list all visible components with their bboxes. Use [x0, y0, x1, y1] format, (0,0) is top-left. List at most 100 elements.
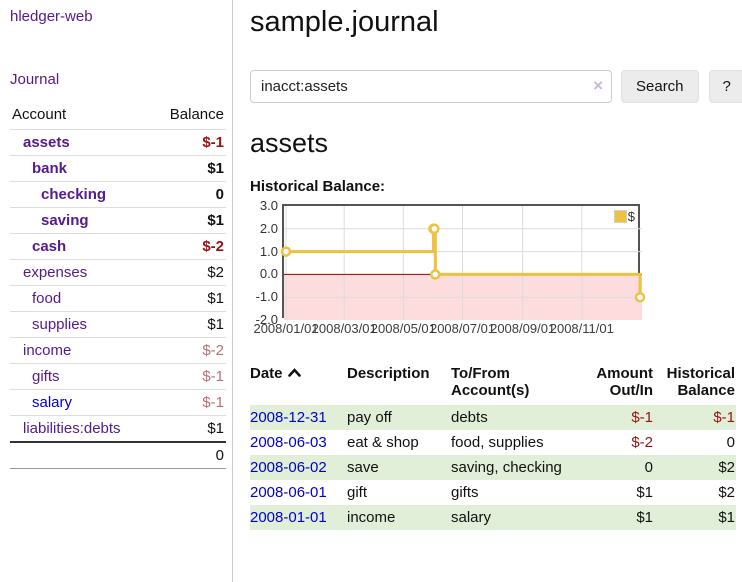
transaction-row: 2008-12-31 pay off debts $-1 $-1 — [250, 405, 736, 430]
y-tick-label: -1.0 — [255, 289, 278, 305]
account-link[interactable]: bank — [32, 160, 68, 177]
account-row: checking 0 — [10, 181, 226, 208]
app-title-link[interactable]: hledger-web — [10, 8, 93, 25]
account-link[interactable]: cash — [32, 238, 67, 255]
account-balance: $1 — [151, 207, 226, 234]
transaction-amount: 0 — [644, 459, 653, 476]
account-row: bank $1 — [10, 155, 226, 182]
account-row: food $1 — [10, 285, 226, 312]
transaction-accounts: debts — [451, 409, 488, 426]
header-balance: Historical Balance — [666, 365, 735, 399]
search-input[interactable] — [250, 70, 612, 103]
account-balance: $1 — [151, 311, 226, 338]
accounts-header-account: Account — [12, 106, 67, 123]
chart-legend: $ — [613, 209, 635, 224]
transaction-row: 2008-06-03 eat & shop food, supplies $-2 0 — [250, 430, 736, 455]
accounts-total-value: 0 — [151, 441, 226, 469]
account-balance: $1 — [151, 285, 226, 312]
chart-x-axis: 2008/01/01 2008/03/01 2008/05/01 2008/07/01… — [253, 321, 640, 341]
transaction-balance: $2 — [718, 459, 735, 476]
chart-y-axis: 3.0 2.0 1.0 0.0 -1.0 -2.0 — [250, 198, 282, 341]
transaction-date-link[interactable]: 2008-12-31 — [250, 409, 327, 426]
account-row: income $-2 — [10, 337, 226, 364]
account-link[interactable]: expenses — [23, 264, 88, 281]
account-balance: $1 — [151, 415, 226, 442]
x-tick-label: 2008/01/01 — [253, 321, 319, 336]
account-link[interactable]: food — [32, 290, 62, 307]
transaction-amount: $-2 — [631, 434, 653, 451]
chart-plot-area: $ — [280, 204, 646, 320]
x-tick-label: 2008/11/01 — [549, 321, 614, 336]
transaction-balance: $2 — [718, 484, 735, 501]
account-link[interactable]: gifts — [32, 368, 60, 385]
transaction-accounts: salary — [451, 509, 492, 526]
y-tick-label: 2.0 — [259, 220, 278, 236]
x-tick-label: 2008/07/01 — [429, 321, 496, 336]
transaction-accounts: gifts — [451, 484, 479, 501]
transaction-description: eat & shop — [347, 434, 419, 451]
account-balance: $-2 — [151, 337, 226, 364]
account-row: liabilities:debts $1 — [10, 415, 226, 442]
account-row: cash $-2 — [10, 233, 226, 260]
account-balance: $-1 — [151, 389, 226, 416]
transaction-row: 2008-06-02 save saving, checking 0 $2 — [250, 455, 736, 480]
transaction-balance: 0 — [726, 434, 735, 451]
header-date[interactable]: Date — [250, 363, 347, 405]
account-balance: $2 — [151, 259, 226, 286]
account-row: supplies $1 — [10, 311, 226, 338]
chart-canvas — [280, 206, 646, 320]
sidebar-item-journal[interactable]: Journal — [10, 71, 60, 88]
y-tick-label: 0.0 — [259, 266, 278, 282]
accounts-table-body: assets $-1 bank $1 checking 0 saving $1 cash $-2 e… — [10, 129, 226, 442]
clear-search-icon[interactable]: × — [593, 76, 603, 95]
transaction-description: gift — [347, 484, 368, 501]
legend-swatch-icon — [613, 210, 627, 223]
account-link[interactable]: income — [23, 342, 72, 359]
transactions-table: Date Description To/From Account(s) Amou… — [250, 363, 736, 530]
main-content: sample.journal × Search ? assets Histori… — [233, 0, 742, 582]
transaction-row: 2008-01-01 income salary $1 $1 — [250, 505, 736, 530]
y-tick-label: -2.0 — [255, 312, 278, 327]
transaction-date-link[interactable]: 2008-06-03 — [250, 434, 327, 451]
account-link[interactable]: supplies — [32, 316, 88, 333]
account-balance: $-2 — [151, 233, 226, 260]
legend-label: $ — [627, 209, 635, 224]
historical-balance-chart: 3.0 2.0 1.0 0.0 -1.0 -2.0 $ 2008/01/01 2008/03… — [250, 198, 742, 341]
header-description: Description — [347, 365, 430, 382]
transaction-date-link[interactable]: 2008-06-02 — [250, 459, 327, 476]
accounts-table: Account Balance assets $-1 bank $1 checking 0… — [10, 102, 226, 469]
transaction-date-link[interactable]: 2008-01-01 — [250, 509, 327, 526]
transaction-description: income — [347, 509, 396, 526]
transaction-balance: $1 — [718, 509, 735, 526]
search-button[interactable]: Search — [621, 70, 699, 103]
transaction-amount: $1 — [636, 484, 653, 501]
transaction-description: pay off — [347, 409, 392, 426]
transaction-amount: $1 — [636, 509, 653, 526]
accounts-header-balance: Balance — [169, 106, 224, 123]
sort-asc-icon — [287, 368, 301, 377]
x-tick-label: 2008/05/01 — [370, 321, 436, 336]
account-balance: $-1 — [151, 363, 226, 390]
account-row: salary $-1 — [10, 389, 226, 416]
account-heading: assets — [250, 128, 329, 158]
account-balance: $1 — [151, 155, 226, 182]
page-title: sample.journal — [250, 6, 439, 38]
chart-title: Historical Balance: — [250, 178, 386, 195]
account-row: expenses $2 — [10, 259, 226, 286]
accounts-total-row: 0 — [10, 441, 226, 469]
transactions-table-body: 2008-12-31 pay off debts $-1 $-1 2008-06-03 ea… — [250, 405, 736, 530]
help-button[interactable]: ? — [708, 70, 742, 103]
account-row: assets $-1 — [10, 129, 226, 156]
transaction-balance: $-1 — [713, 409, 735, 426]
account-link[interactable]: salary — [32, 394, 73, 411]
search-form: × Search ? — [250, 70, 742, 103]
account-link[interactable]: assets — [23, 134, 70, 151]
account-link[interactable]: saving — [41, 212, 89, 229]
transaction-date-link[interactable]: 2008-06-01 — [250, 484, 327, 501]
header-accounts: To/From Account(s) — [451, 365, 530, 399]
transaction-accounts: saving, checking — [451, 459, 562, 476]
account-link[interactable]: liabilities:debts — [23, 420, 121, 437]
transaction-description: save — [347, 459, 379, 476]
account-link[interactable]: checking — [41, 186, 107, 203]
